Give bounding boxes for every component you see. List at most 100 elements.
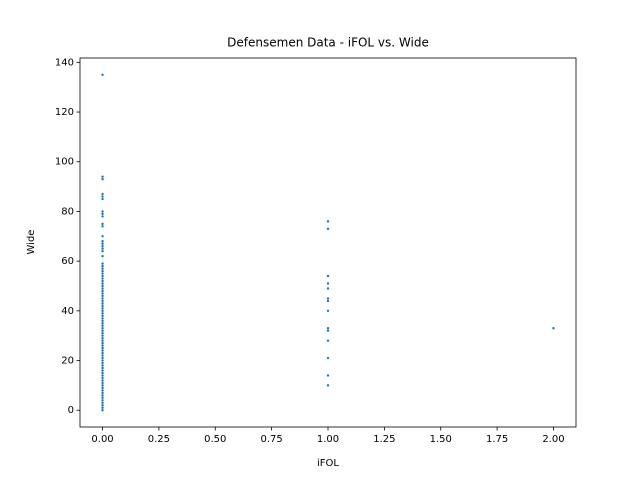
- point: [101, 210, 104, 213]
- point: [101, 192, 104, 196]
- point: [326, 329, 330, 332]
- point: [326, 299, 330, 303]
- point: [101, 197, 104, 201]
- point: [101, 331, 104, 335]
- point: [101, 389, 104, 392]
- point: [101, 235, 104, 238]
- point: [326, 287, 330, 290]
- point: [101, 344, 104, 347]
- y-tick-label: 0: [68, 405, 74, 416]
- point: [101, 195, 104, 198]
- point: [101, 329, 104, 332]
- point: [101, 334, 104, 337]
- point: [101, 346, 104, 350]
- point: [101, 371, 104, 375]
- point: [101, 404, 104, 407]
- point: [101, 339, 104, 342]
- point: [101, 287, 104, 290]
- point: [101, 396, 104, 400]
- plot-frame: [79, 57, 577, 428]
- y-tick-label: 80: [61, 206, 74, 217]
- point: [326, 309, 330, 313]
- point: [101, 394, 104, 397]
- point: [101, 307, 104, 310]
- point: [101, 289, 104, 293]
- point: [326, 339, 330, 342]
- point: [101, 304, 104, 308]
- point: [101, 215, 104, 218]
- y-tick-label: 100: [55, 157, 74, 168]
- x-axis-label: iFOL: [317, 458, 339, 469]
- point: [326, 356, 330, 360]
- x-tick-label: 1.75: [486, 434, 508, 445]
- point: [101, 225, 104, 228]
- point: [326, 274, 330, 278]
- point: [101, 245, 104, 248]
- point: [101, 73, 104, 76]
- y-tick-label: 120: [55, 107, 74, 118]
- point: [552, 327, 555, 330]
- point: [101, 222, 104, 226]
- point: [101, 240, 104, 243]
- point: [101, 269, 104, 273]
- point: [101, 284, 104, 288]
- point: [101, 299, 104, 303]
- point: [101, 297, 104, 300]
- point: [326, 227, 330, 231]
- point: [101, 391, 104, 395]
- point: [101, 379, 104, 382]
- point: [101, 247, 104, 250]
- point: [101, 322, 104, 325]
- point: [101, 336, 104, 340]
- point: [101, 212, 104, 216]
- point: [101, 354, 104, 357]
- point: [101, 381, 104, 385]
- point: [101, 279, 104, 283]
- point: [101, 364, 104, 367]
- x-tick-label: 0.50: [204, 434, 226, 445]
- x-tick-label: 2.00: [542, 434, 564, 445]
- point: [101, 264, 104, 268]
- point: [101, 327, 104, 330]
- chart-title: Defensemen Data - iFOL vs. Wide: [227, 36, 429, 50]
- point: [101, 292, 104, 295]
- point: [101, 267, 104, 270]
- x-tick-label: 0.25: [148, 434, 170, 445]
- x-tick-label: 1.50: [430, 434, 452, 445]
- point: [101, 302, 104, 305]
- point: [101, 406, 104, 409]
- x-tick-label: 0.75: [261, 434, 283, 445]
- point: [101, 175, 104, 178]
- x-tick-label: 1.25: [373, 434, 395, 445]
- point: [101, 274, 104, 278]
- point: [101, 351, 104, 355]
- x-tick-label: 0.00: [91, 434, 113, 445]
- point: [101, 254, 104, 258]
- point: [101, 312, 104, 315]
- point: [101, 294, 104, 298]
- point: [101, 277, 104, 280]
- point: [101, 409, 104, 412]
- point: [101, 401, 104, 404]
- point: [101, 314, 104, 318]
- point: [101, 359, 104, 362]
- point: [101, 376, 104, 380]
- x-tick-label: 1.00: [317, 434, 339, 445]
- point: [101, 262, 104, 265]
- point: [101, 399, 104, 402]
- point: [326, 282, 330, 285]
- y-tick-label: 40: [61, 306, 74, 317]
- point: [101, 319, 104, 322]
- point: [326, 384, 330, 387]
- point: [101, 272, 104, 275]
- point: [101, 384, 104, 387]
- point: [101, 349, 104, 352]
- y-axis-label: Wide: [26, 230, 37, 255]
- point: [101, 386, 104, 390]
- y-tick-label: 20: [61, 356, 74, 367]
- point: [101, 374, 104, 377]
- point: [326, 220, 330, 223]
- point: [101, 282, 104, 285]
- point: [101, 177, 104, 181]
